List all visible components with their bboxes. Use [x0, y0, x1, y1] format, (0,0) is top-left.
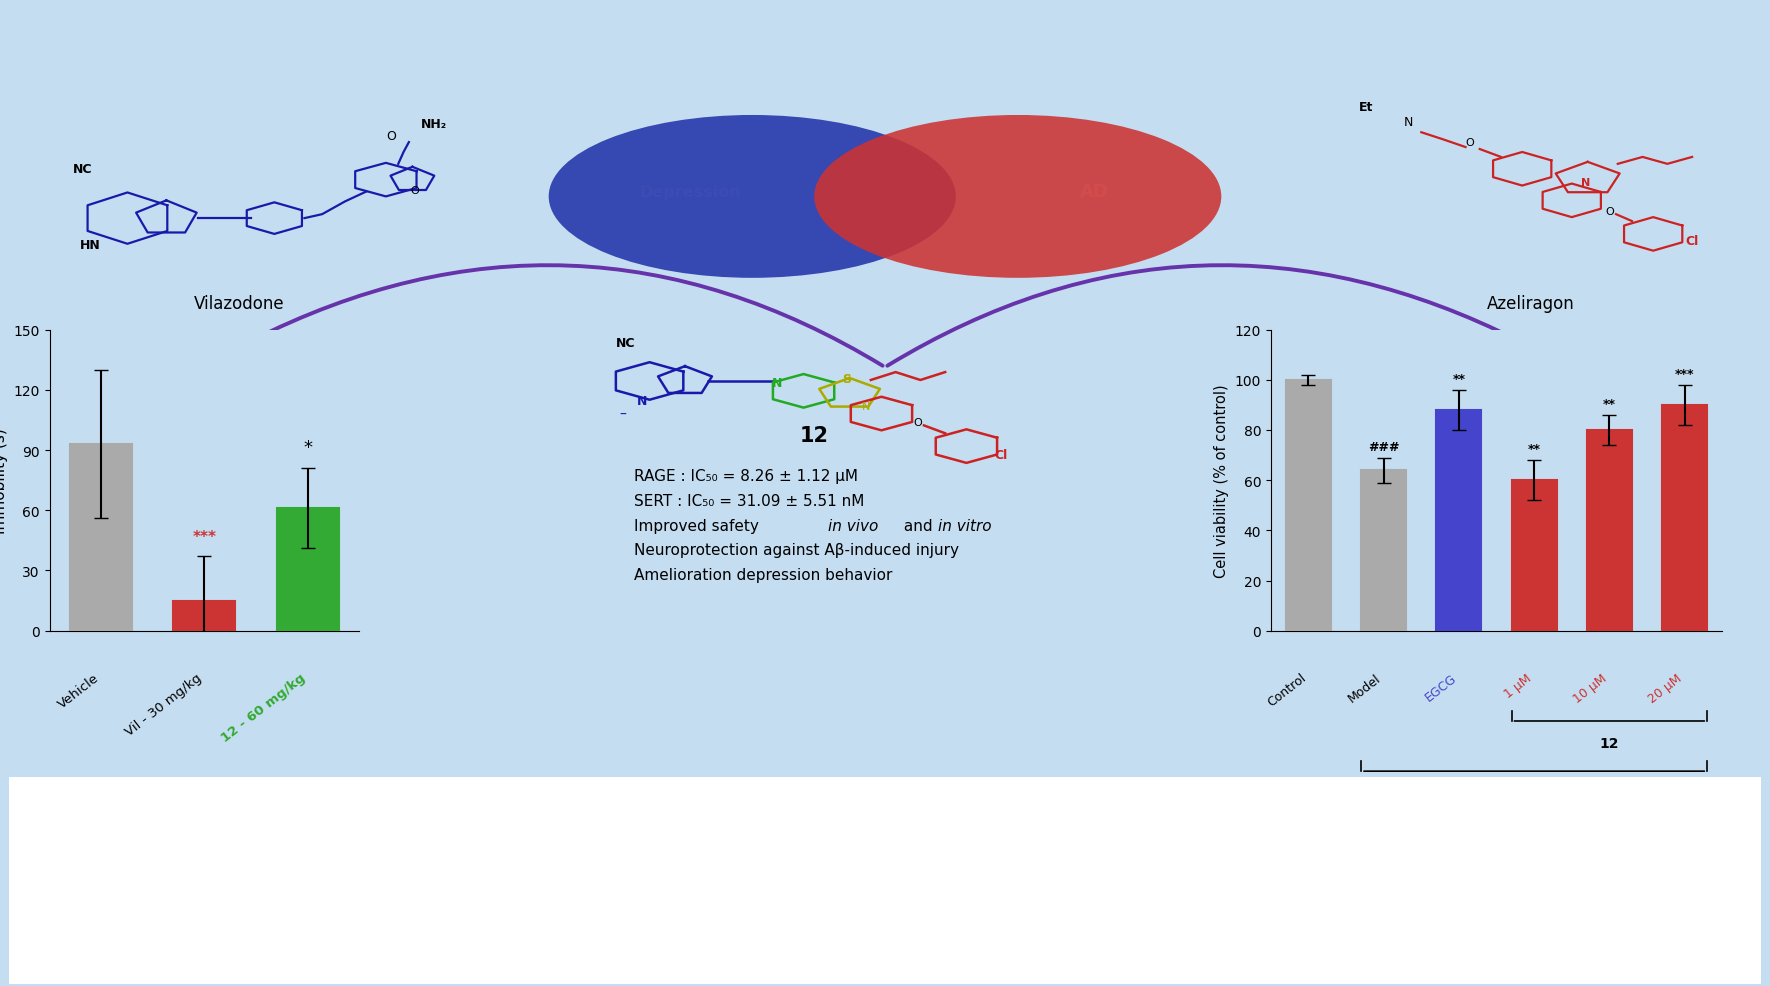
Text: NC: NC	[73, 163, 92, 176]
Bar	[1662, 405, 1706, 631]
Bar	[276, 509, 338, 631]
Text: ***: ***	[193, 529, 216, 545]
Text: AUC: AUC	[756, 847, 789, 863]
Text: O: O	[386, 130, 396, 143]
Bar	[71, 445, 133, 631]
Text: max: max	[543, 858, 566, 868]
Bar	[1361, 470, 1405, 631]
Text: O: O	[1605, 207, 1614, 217]
Text: S: S	[843, 373, 851, 386]
Text: 12: 12	[800, 426, 828, 446]
Text: ***: ***	[1674, 368, 1694, 381]
Text: (h): (h)	[347, 847, 368, 863]
Text: (h*ng/mL): (h*ng/mL)	[860, 847, 938, 863]
Text: 3.46: 3.46	[287, 940, 320, 955]
Text: O: O	[913, 418, 922, 428]
Text: 5.55: 5.55	[287, 900, 320, 916]
Text: SERT : IC₅₀ = 31.09 ± 5.51 nM: SERT : IC₅₀ = 31.09 ± 5.51 nM	[634, 493, 864, 509]
Text: C: C	[522, 847, 533, 863]
Text: 12 - 60 mg/kg: 12 - 60 mg/kg	[219, 671, 308, 744]
Text: NC: NC	[616, 337, 635, 350]
Text: 10 mg/kg (iv): 10 mg/kg (iv)	[27, 940, 129, 955]
Text: ###: ###	[1368, 440, 1400, 454]
Text: Comorbidity: Comorbidity	[830, 184, 940, 200]
Text: O: O	[1466, 138, 1474, 148]
Text: 10 μM: 10 μM	[1572, 671, 1609, 705]
Text: Improved safety: Improved safety	[634, 518, 763, 533]
Text: 60 mg/kg (po): 60 mg/kg (po)	[27, 900, 135, 916]
Text: O: O	[411, 186, 419, 196]
Text: Control: Control	[1266, 671, 1308, 709]
Text: **: **	[1604, 397, 1616, 410]
Text: Key Pharmacokinetic Parameters of 12: Key Pharmacokinetic Parameters of 12	[27, 793, 327, 809]
Text: **: **	[1453, 373, 1466, 386]
Text: 51745: 51745	[522, 940, 570, 955]
Text: 24684: 24684	[756, 900, 805, 916]
Text: (ng/mL): (ng/mL)	[602, 847, 662, 863]
Y-axis label: Cell viability (% of control): Cell viability (% of control)	[1214, 384, 1228, 578]
Text: Vehicle: Vehicle	[55, 671, 101, 711]
Text: 12: 12	[1600, 737, 1620, 750]
Text: N: N	[1581, 177, 1589, 187]
Text: -: -	[1496, 940, 1501, 955]
Text: -: -	[1251, 900, 1257, 916]
Bar	[1512, 481, 1558, 631]
Bar	[1586, 431, 1632, 631]
Text: 17.1: 17.1	[1496, 900, 1529, 916]
Bar	[1285, 381, 1331, 631]
Text: 20 μM: 20 μM	[1646, 671, 1685, 705]
Text: F (%): F (%)	[1496, 847, 1535, 863]
Text: Et: Et	[1359, 101, 1374, 113]
Text: NH₂: NH₂	[421, 118, 448, 131]
Text: N: N	[862, 401, 871, 411]
Text: HN: HN	[80, 239, 101, 251]
Text: in vivo: in vivo	[828, 518, 878, 533]
Text: Depression: Depression	[639, 184, 742, 200]
Text: AD: AD	[1080, 183, 1108, 201]
Text: T: T	[287, 847, 297, 863]
Text: **: **	[1528, 443, 1540, 456]
Text: RAGE : IC₅₀ = 8.26 ± 1.12 μM: RAGE : IC₅₀ = 8.26 ± 1.12 μM	[634, 468, 858, 484]
Text: Neuroprotection against Aβ-induced injury: Neuroprotection against Aβ-induced injur…	[634, 542, 959, 558]
Bar	[1435, 410, 1481, 631]
Text: Model: Model	[1345, 671, 1384, 705]
Text: Vil - 30 mg/kg: Vil - 30 mg/kg	[124, 671, 205, 739]
Text: Dose: Dose	[27, 847, 65, 863]
Text: EGCG: EGCG	[1423, 671, 1458, 704]
Text: Aβ₂₅₋₃₅ (10 μM): Aβ₂₅₋₃₅ (10 μM)	[1487, 787, 1582, 800]
Text: Amelioration depression behavior: Amelioration depression behavior	[634, 567, 892, 583]
Text: and: and	[899, 518, 938, 533]
Text: 1037: 1037	[1251, 940, 1290, 955]
Text: -: -	[1000, 900, 1005, 916]
Text: N: N	[1404, 116, 1412, 129]
Y-axis label: Immobility (s): Immobility (s)	[0, 428, 7, 533]
Text: 7.09: 7.09	[1000, 940, 1034, 955]
Text: Azeliragon: Azeliragon	[1487, 295, 1575, 313]
Text: Vilazodone: Vilazodone	[193, 295, 285, 313]
Text: in vitro: in vitro	[938, 518, 991, 533]
Text: .: .	[651, 793, 657, 809]
Text: N: N	[772, 377, 782, 389]
Text: Vss (mL/kg): Vss (mL/kg)	[1251, 847, 1342, 863]
Text: in vivo: in vivo	[596, 793, 646, 809]
Text: CL (mL/min/kg): CL (mL/min/kg)	[1000, 847, 1117, 863]
Text: 4935: 4935	[522, 900, 561, 916]
Text: Cl: Cl	[995, 449, 1007, 461]
Text: 1/2: 1/2	[312, 858, 329, 868]
Text: *: *	[303, 439, 312, 457]
Text: 23653: 23653	[756, 940, 805, 955]
Text: –: –	[620, 407, 627, 421]
Bar	[173, 601, 235, 631]
Text: N: N	[637, 394, 648, 407]
Text: 0-∞: 0-∞	[816, 858, 835, 868]
Text: 1 μM: 1 μM	[1503, 671, 1535, 700]
Text: Cl: Cl	[1685, 235, 1697, 247]
